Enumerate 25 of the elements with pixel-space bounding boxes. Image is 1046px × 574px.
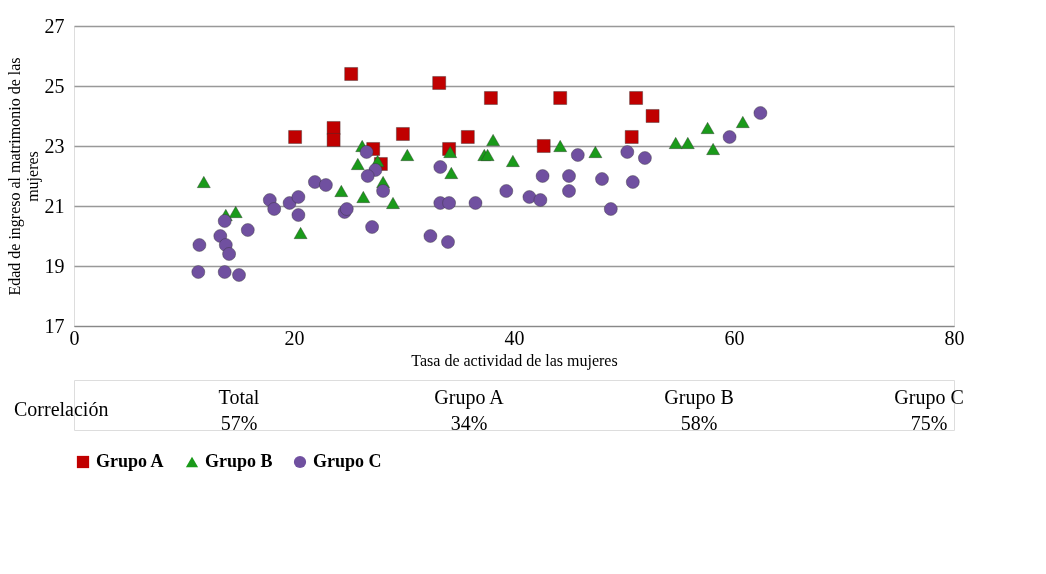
legend-label: Grupo C — [313, 451, 382, 471]
y-axis-title: Edad de ingreso al matrimonio de las mujeres — [5, 57, 42, 296]
x-tick-label: 20 — [284, 326, 305, 349]
y-tick-label: 21 — [44, 194, 65, 217]
text: 75% — [910, 412, 948, 434]
text: Grupo B — [664, 386, 734, 409]
text: 58% — [680, 412, 718, 434]
x-axis-title: Tasa de actividad de las mujeres — [411, 351, 618, 370]
text: Grupo C — [894, 386, 964, 409]
x-tick-label: 60 — [724, 326, 745, 349]
text: Grupo A — [434, 386, 505, 409]
x-tick-label: 40 — [504, 326, 525, 349]
y-tick-label: 17 — [44, 314, 65, 337]
text: Total — [218, 386, 260, 408]
text: Correlación — [14, 398, 109, 420]
y-tick-label: 27 — [44, 14, 65, 37]
y-tick-label: 19 — [44, 254, 65, 277]
x-tick-label: 0 — [69, 326, 80, 349]
x-tick-label: 80 — [944, 326, 965, 349]
legend-label: Grupo A — [96, 451, 164, 471]
y-tick-label: 25 — [44, 74, 65, 97]
text: 57% — [220, 412, 258, 434]
text: 34% — [450, 412, 488, 434]
legend-label: Grupo B — [205, 451, 273, 471]
y-tick-label: 23 — [44, 134, 65, 157]
